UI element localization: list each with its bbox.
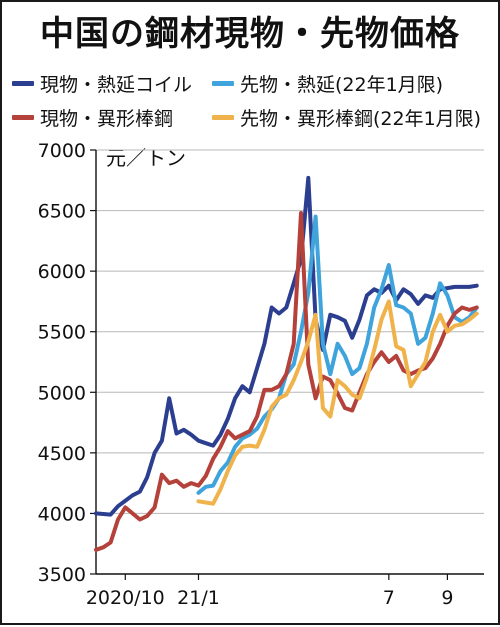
series-line-0 — [94, 175, 479, 517]
legend-label: 先物・熱延(22年1月限) — [240, 73, 444, 96]
y-tick-label: 6000 — [38, 261, 86, 283]
legend-swatch — [12, 80, 34, 86]
y-tick-label: 5500 — [38, 322, 86, 344]
legend-label: 先物・異形棒鋼(22年1月限) — [240, 107, 482, 130]
series-line-3 — [196, 299, 479, 506]
x-tick-label: 21/1 — [177, 587, 220, 609]
y-tick-label: 3500 — [38, 564, 86, 586]
legend-swatch — [212, 80, 234, 86]
y-tick-label: 4500 — [38, 443, 86, 465]
y-tick-label: 6500 — [38, 201, 86, 223]
legend-swatch — [212, 114, 234, 120]
legend-label: 現物・熱延コイル — [40, 73, 193, 96]
legend-swatch — [12, 114, 34, 120]
legend-row: 現物・異形棒鋼 先物・異形棒鋼(22年1月限) — [12, 100, 492, 134]
legend-item-spot-rebar: 現物・異形棒鋼 — [12, 104, 212, 131]
legend-label: 現物・異形棒鋼 — [40, 107, 174, 130]
y-tick-label: 4000 — [38, 503, 86, 525]
series-line-2 — [94, 211, 479, 552]
x-tick-label: 7 — [383, 587, 395, 609]
x-tick-label: 2020/10 — [86, 587, 165, 609]
chart-title: 中国の鋼材現物・先物価格 — [40, 14, 460, 54]
series-line-1 — [196, 214, 479, 495]
y-tick-label: 5000 — [38, 382, 86, 404]
y-tick-label: 7000 — [38, 140, 86, 162]
legend-item-spot-hot-rolled: 現物・熱延コイル — [12, 70, 212, 97]
legend: 現物・熱延コイル 先物・熱延(22年1月限) 現物・異形棒鋼 先物・異形棒鋼(2… — [12, 66, 492, 134]
legend-item-futures-hot-rolled: 先物・熱延(22年1月限) — [212, 70, 443, 97]
legend-item-futures-rebar: 先物・異形棒鋼(22年1月限) — [212, 104, 481, 131]
x-tick-label: 9 — [441, 587, 453, 609]
legend-row: 現物・熱延コイル 先物・熱延(22年1月限) — [12, 66, 492, 100]
